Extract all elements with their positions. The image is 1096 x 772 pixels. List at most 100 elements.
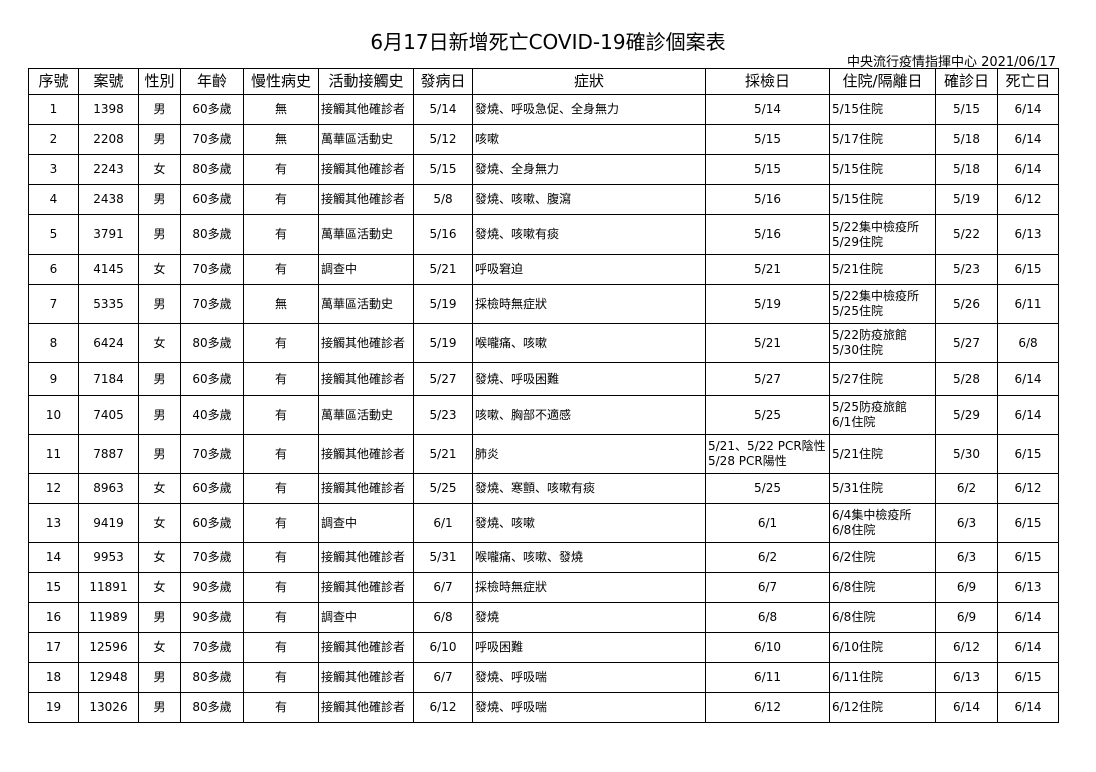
cell-age: 70多歲	[180, 434, 244, 474]
page-title: 6月17日新增死亡COVID-19確診個案表	[370, 30, 726, 54]
cell-case-no: 7184	[78, 362, 139, 396]
cell-chronic-disease: 有	[243, 184, 319, 215]
cell-age: 80多歲	[180, 214, 244, 255]
table-row: 7 5335 男 70多歲無萬華區活動史 5/19 採檢時無症狀 5/19 5/22集中檢疫所…	[28, 284, 1059, 324]
cell-admission-date: 6/8住院	[829, 602, 936, 633]
cell-sex: 男	[138, 692, 181, 723]
cell-death-date: 6/15	[997, 542, 1059, 573]
cell-symptoms: 採檢時無症狀	[472, 284, 706, 324]
cell-contact-history: 萬華區活動史	[318, 124, 414, 155]
cell-sampling-date: 6/2	[705, 542, 830, 573]
cell-confirmed-date: 6/9	[935, 572, 998, 603]
cell-seq: 2	[28, 124, 79, 155]
header-age: 年齡	[180, 68, 244, 95]
cell-seq: 3	[28, 154, 79, 185]
cell-death-date: 6/14	[997, 692, 1059, 723]
cell-admission-date: 5/21住院	[829, 254, 936, 285]
cell-seq: 10	[28, 395, 79, 435]
header-contact-history: 活動接觸史	[318, 68, 414, 95]
cell-seq: 6	[28, 254, 79, 285]
header-sampling-date: 採檢日	[705, 68, 830, 95]
cell-contact-history: 調查中	[318, 503, 414, 543]
cell-seq: 8	[28, 323, 79, 363]
cell-onset-date: 6/10	[413, 632, 473, 663]
cell-death-date: 6/12	[997, 184, 1059, 215]
table-row: 9 7184 男 60多歲有接觸其他確診者 5/27 發燒、呼吸困難 5/27 5/27住院 5…	[28, 362, 1059, 396]
cell-case-no: 7405	[78, 395, 139, 435]
header-death-date: 死亡日	[997, 68, 1059, 95]
cell-death-date: 6/12	[997, 473, 1059, 504]
cell-confirmed-date: 5/28	[935, 362, 998, 396]
table-row: 5 3791 男 80多歲有萬華區活動史 5/16 發燒、咳嗽有痰 5/16 5/22集中檢疫…	[28, 214, 1059, 255]
cell-sampling-date: 5/27	[705, 362, 830, 396]
cell-confirmed-date: 5/27	[935, 323, 998, 363]
cell-contact-history: 接觸其他確診者	[318, 362, 414, 396]
cell-seq: 1	[28, 94, 79, 125]
cell-age: 70多歲	[180, 254, 244, 285]
cell-symptoms: 發燒、咳嗽	[472, 503, 706, 543]
cell-admission-date: 6/4集中檢疫所 6/8住院	[829, 503, 936, 543]
issuer-date: 中央流行疫情指揮中心 2021/06/17	[846, 55, 1056, 70]
cell-seq: 15	[28, 572, 79, 603]
cell-death-date: 6/15	[997, 503, 1059, 543]
cell-death-date: 6/15	[997, 662, 1059, 693]
table-row: 1 1398 男 60多歲無接觸其他確診者 5/14 發燒、呼吸急促、全身無力 5/14 5/…	[28, 94, 1059, 125]
table-row: 6 4145 女 70多歲有調查中 5/21 呼吸窘迫 5/21 5/21住院 5/23 6/15	[28, 254, 1059, 285]
cell-case-no: 2243	[78, 154, 139, 185]
table-row: 17 12596 女 70多歲有接觸其他確診者 6/10 呼吸困難 6/10 6/10住院 6/…	[28, 632, 1059, 663]
cell-admission-date: 5/17住院	[829, 124, 936, 155]
cell-sampling-date: 5/14	[705, 94, 830, 125]
cell-age: 90多歲	[180, 572, 244, 603]
cell-chronic-disease: 有	[243, 503, 319, 543]
cell-admission-date: 5/15住院	[829, 184, 936, 215]
cell-onset-date: 5/19	[413, 284, 473, 324]
cell-case-no: 11989	[78, 602, 139, 633]
cell-contact-history: 萬華區活動史	[318, 284, 414, 324]
cell-age: 70多歲	[180, 284, 244, 324]
cell-symptoms: 發燒、呼吸困難	[472, 362, 706, 396]
table-row: 3 2243 女 80多歲有接觸其他確診者 5/15 發燒、全身無力 5/15 5/15住院 5…	[28, 154, 1059, 185]
cell-contact-history: 接觸其他確診者	[318, 662, 414, 693]
cell-sampling-date: 5/15	[705, 124, 830, 155]
cell-confirmed-date: 6/14	[935, 692, 998, 723]
cell-sampling-date: 5/25	[705, 473, 830, 504]
cell-sampling-date: 6/8	[705, 602, 830, 633]
cell-confirmed-date: 6/13	[935, 662, 998, 693]
cell-case-no: 2438	[78, 184, 139, 215]
cell-confirmed-date: 5/30	[935, 434, 998, 474]
cell-symptoms: 發燒	[472, 602, 706, 633]
cell-onset-date: 5/25	[413, 473, 473, 504]
cell-sampling-date: 5/19	[705, 284, 830, 324]
cell-onset-date: 5/27	[413, 362, 473, 396]
cell-death-date: 6/13	[997, 572, 1059, 603]
cell-onset-date: 5/23	[413, 395, 473, 435]
cell-onset-date: 5/12	[413, 124, 473, 155]
table-row: 13 9419 女 60多歲有調查中 6/1 發燒、咳嗽 6/1 6/4集中檢疫所 6/8住院…	[28, 503, 1059, 543]
cell-sampling-date: 6/12	[705, 692, 830, 723]
cell-sex: 女	[138, 632, 181, 663]
cell-contact-history: 接觸其他確診者	[318, 184, 414, 215]
cell-contact-history: 接觸其他確診者	[318, 434, 414, 474]
cell-admission-date: 5/22集中檢疫所 5/25住院	[829, 284, 936, 324]
cell-sampling-date: 6/1	[705, 503, 830, 543]
header-seq: 序號	[28, 68, 79, 95]
cell-confirmed-date: 6/9	[935, 602, 998, 633]
cell-sex: 男	[138, 284, 181, 324]
cell-chronic-disease: 有	[243, 473, 319, 504]
cell-sex: 女	[138, 503, 181, 543]
cell-sex: 男	[138, 434, 181, 474]
cell-sex: 男	[138, 602, 181, 633]
cell-chronic-disease: 有	[243, 323, 319, 363]
cell-onset-date: 5/21	[413, 254, 473, 285]
cell-onset-date: 6/1	[413, 503, 473, 543]
cell-sex: 男	[138, 362, 181, 396]
cell-confirmed-date: 5/19	[935, 184, 998, 215]
cell-seq: 9	[28, 362, 79, 396]
cell-sampling-date: 6/11	[705, 662, 830, 693]
cell-case-no: 12948	[78, 662, 139, 693]
cell-chronic-disease: 有	[243, 662, 319, 693]
table-row: 19 13026 男 80多歲有接觸其他確診者 6/12 發燒、呼吸喘 6/12 6/12住院…	[28, 692, 1059, 723]
cell-sampling-date: 5/21	[705, 323, 830, 363]
cell-contact-history: 調查中	[318, 254, 414, 285]
